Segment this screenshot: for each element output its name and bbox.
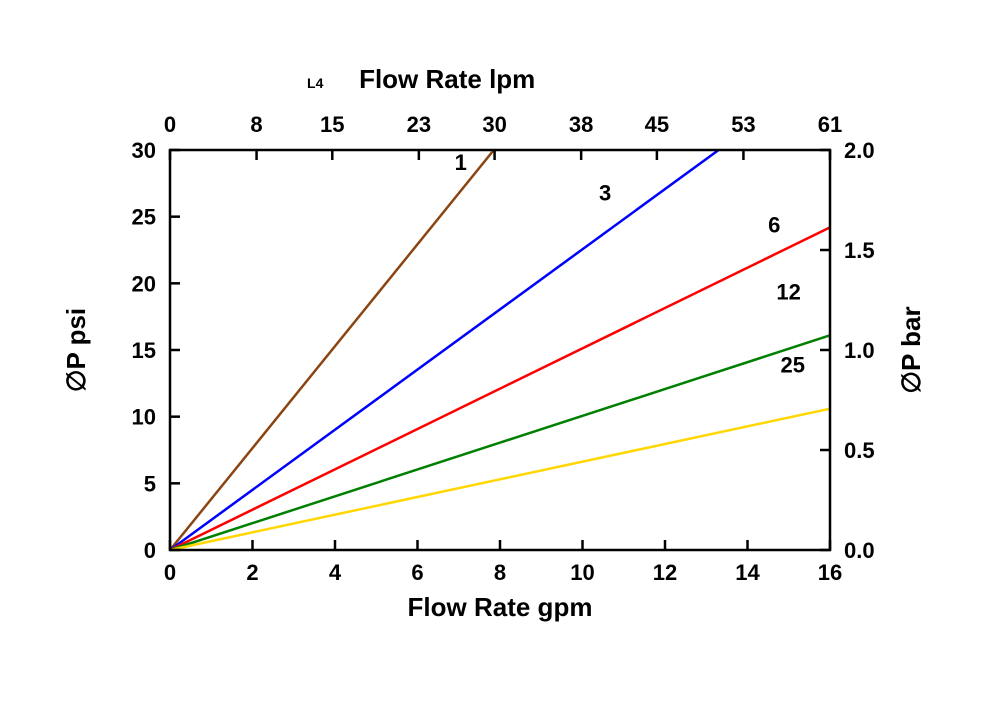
x-top-tick-label: 15 [320,112,344,137]
series-label-1: 1 [455,150,467,175]
x-top-tick-label: 53 [731,112,755,137]
flow-pressure-chart: 0246810121416081523303845536105101520253… [0,0,996,708]
y-right-tick-label: 1.5 [844,238,875,263]
series-label-12: 12 [776,279,800,304]
x-top-tick-label: 23 [407,112,431,137]
x-bottom-tick-label: 16 [818,560,842,585]
y-left-tick-label: 0 [144,538,156,563]
bottom-axis-title: Flow Rate gpm [408,592,593,622]
y-left-tick-label: 20 [132,271,156,296]
chart-svg: 0246810121416081523303845536105101520253… [0,0,996,708]
legend-code: L4 [307,75,324,91]
series-label-25: 25 [781,353,805,378]
x-bottom-tick-label: 4 [329,560,342,585]
top-axis-title: Flow Rate lpm [359,64,535,94]
x-bottom-tick-label: 10 [570,560,594,585]
series-label-6: 6 [768,213,780,238]
x-bottom-tick-label: 12 [653,560,677,585]
x-top-tick-label: 61 [818,112,842,137]
y-right-tick-label: 1.0 [844,338,875,363]
y-right-tick-label: 0.0 [844,538,875,563]
x-bottom-tick-label: 8 [494,560,506,585]
x-top-tick-label: 45 [645,112,669,137]
y-left-tick-label: 30 [132,138,156,163]
x-top-tick-label: 30 [482,112,506,137]
y-right-tick-label: 0.5 [844,438,875,463]
right-axis-title: ∅P bar [896,306,926,393]
y-left-tick-label: 15 [132,338,156,363]
x-top-tick-label: 38 [569,112,593,137]
y-left-tick-label: 5 [144,471,156,496]
x-bottom-tick-label: 0 [164,560,176,585]
left-axis-title: ∅P psi [61,308,91,392]
series-label-3: 3 [599,181,611,206]
y-left-tick-label: 25 [132,205,156,230]
x-top-tick-label: 8 [250,112,262,137]
y-right-tick-label: 2.0 [844,138,875,163]
y-left-tick-label: 10 [132,405,156,430]
x-top-tick-label: 0 [164,112,176,137]
x-bottom-tick-label: 2 [246,560,258,585]
x-bottom-tick-label: 14 [735,560,760,585]
x-bottom-tick-label: 6 [411,560,423,585]
